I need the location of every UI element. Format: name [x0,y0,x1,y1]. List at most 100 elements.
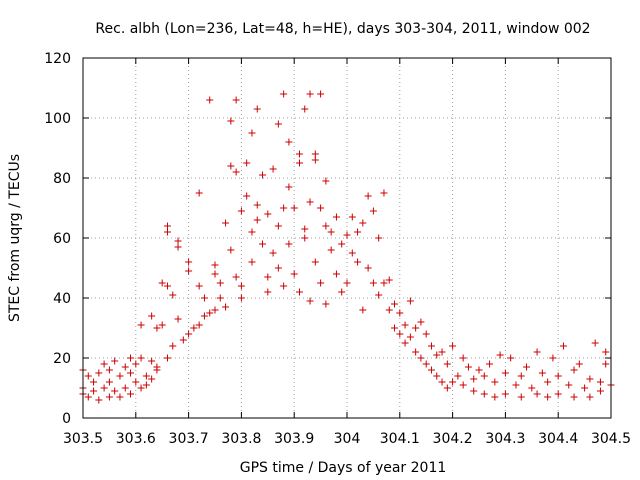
data-point [338,288,346,296]
data-point [306,297,314,305]
data-point [332,213,340,221]
data-point [111,357,119,365]
x-tick-label: 303.8 [221,431,261,447]
data-point [232,168,240,176]
data-point [153,366,161,374]
data-point [237,207,245,215]
data-point [280,90,288,98]
data-point [538,369,546,377]
y-tick-label: 20 [53,351,71,367]
data-point [232,96,240,104]
data-point [206,96,214,104]
data-point [433,351,441,359]
data-point [327,246,335,254]
data-point [359,306,367,314]
data-point [343,231,351,239]
data-point [348,249,356,257]
data-point [501,369,509,377]
data-point [480,390,488,398]
data-point [111,387,119,395]
data-point [100,384,108,392]
data-point [216,279,224,287]
chart-title: Rec. albh (Lon=236, Lat=48, h=HE), days … [95,21,590,37]
data-point [163,282,171,290]
data-point [211,261,219,269]
data-point [264,273,272,281]
data-point [306,90,314,98]
data-point [100,360,108,368]
y-tick-label: 100 [44,111,71,127]
data-point [105,366,113,374]
data-point [158,321,166,329]
data-point [227,246,235,254]
data-point [359,219,367,227]
data-point [253,105,261,113]
data-point [311,156,319,164]
data-point [422,330,430,338]
y-tick-label: 120 [44,51,71,67]
data-point [311,150,319,158]
data-point [354,258,362,266]
data-point [90,387,98,395]
data-point [274,264,282,272]
data-point [216,294,224,302]
data-point [105,378,113,386]
data-point [565,381,573,389]
y-tick-label: 80 [53,171,71,187]
x-tick-label: 303.9 [274,431,314,447]
data-point [369,279,377,287]
data-point [174,237,182,245]
data-point [364,192,372,200]
data-point [95,396,103,404]
data-point [285,138,293,146]
data-point [322,177,330,185]
data-point [163,228,171,236]
data-point [602,360,610,368]
x-tick-label: 303.6 [116,431,156,447]
data-point [306,198,314,206]
data-point [105,393,113,401]
data-point [533,348,541,356]
data-point [554,372,562,380]
data-point [470,375,478,383]
data-point [338,240,346,248]
data-point [259,171,267,179]
data-point [285,240,293,248]
data-point [169,291,177,299]
data-point [301,234,309,242]
data-point [443,360,451,368]
data-point [148,375,156,383]
data-point [406,333,414,341]
data-point [559,342,567,350]
y-tick-label: 60 [53,231,71,247]
data-point [301,105,309,113]
data-point [95,369,103,377]
data-point [470,387,478,395]
data-point [127,369,135,377]
x-tick-label: 304.1 [380,431,420,447]
data-point [280,204,288,212]
data-point [243,159,251,167]
x-tick-label: 304.4 [538,431,578,447]
data-point [253,216,261,224]
data-point [211,306,219,314]
data-point [507,354,515,362]
data-point [269,165,277,173]
x-tick-label: 303.5 [63,431,103,447]
data-point [174,315,182,323]
data-point [433,372,441,380]
data-point [528,384,536,392]
data-point [380,189,388,197]
data-point [174,243,182,251]
data-point [517,393,525,401]
data-point [248,258,256,266]
data-point [84,372,92,380]
data-point [380,279,388,287]
data-point [116,372,124,380]
data-point [438,348,446,356]
data-point [264,210,272,218]
data-point [427,342,435,350]
data-point [190,324,198,332]
data-point [417,318,425,326]
data-point [459,381,467,389]
